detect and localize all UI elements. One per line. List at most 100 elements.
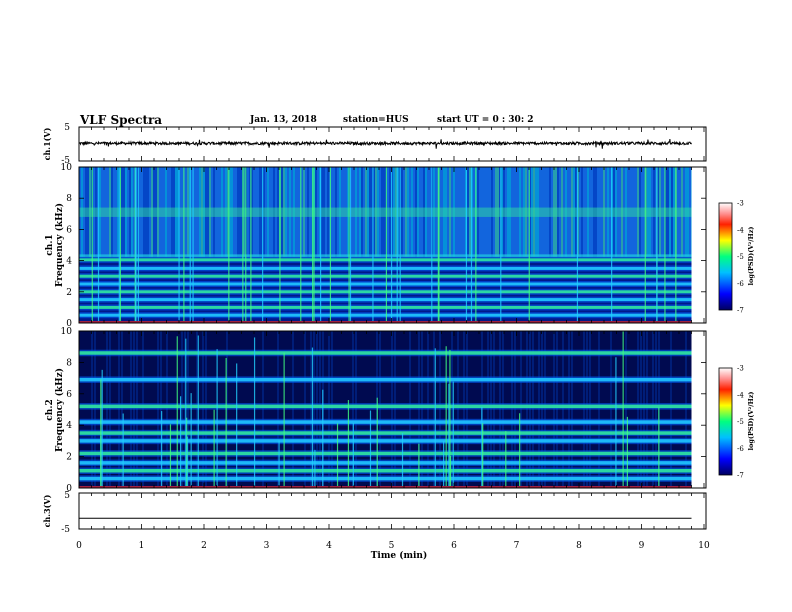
- ch1-colorbar: [718, 202, 733, 311]
- ch2-colorbar: [718, 367, 733, 476]
- spectrogram-band: [79, 404, 692, 409]
- ch1-waveform-ticks: [78, 127, 705, 161]
- sferic-spike: [242, 167, 244, 323]
- sferic-spike: [197, 335, 199, 488]
- ch1-freq-tick: 6: [66, 225, 72, 235]
- sferic-spike: [385, 167, 388, 323]
- sferic-spike: [101, 369, 103, 488]
- ch2-channel-label: ch.2: [45, 399, 55, 420]
- ch1-freq-ticklabels: 0 2 4 6 8 10: [61, 163, 73, 329]
- sferic-spike: [118, 167, 120, 323]
- ch1-waveform-trace: [78, 139, 692, 149]
- sferic-spike: [253, 337, 256, 488]
- spectrogram-band: [79, 476, 692, 481]
- ch2-colorbar-tick: -5: [737, 418, 744, 426]
- spectrogram-band: [79, 313, 692, 317]
- sferic-spike: [312, 167, 314, 323]
- ch2-colorbar-label: log(PSD)(V²/Hz): [747, 392, 755, 451]
- ch2-freq-tick: 2: [66, 453, 72, 463]
- sferic-spike: [97, 167, 100, 323]
- ch2-freq-tick: 10: [61, 327, 73, 337]
- sferic-spike: [376, 397, 378, 488]
- sferic-spike: [183, 167, 185, 323]
- ch3-ytick-bottom: -5: [61, 525, 70, 535]
- sferic-spike: [505, 431, 507, 488]
- sferic-spike: [449, 349, 451, 488]
- spectrogram-band: [79, 377, 692, 382]
- ch2-colorbar-tick: -3: [737, 365, 744, 373]
- sferic-spike: [161, 411, 163, 488]
- chart-title: VLF Spectra: [80, 113, 163, 127]
- sferic-spike: [176, 336, 178, 488]
- sferic-spike: [311, 347, 314, 488]
- spectrogram-band: [79, 420, 692, 424]
- sferic-spike: [119, 167, 122, 323]
- sferic-spike: [675, 167, 677, 323]
- ch1-colorbar-tick: -7: [737, 307, 744, 315]
- ch2-colorbar-tick: -4: [737, 391, 744, 399]
- spectrogram-floor: [79, 321, 692, 323]
- ch3-waveform-ticks: [78, 493, 705, 529]
- ch2-freq-tick: 6: [66, 390, 72, 400]
- sferic-spike: [418, 443, 420, 488]
- ch1-freq-tick: 0: [66, 319, 72, 329]
- sferic-spike: [186, 436, 188, 488]
- ch1-freq-tick: 10: [61, 163, 73, 173]
- ch2-colorbar-tick: -6: [737, 445, 744, 453]
- spectrogram-band: [79, 254, 692, 258]
- start-time-label: start UT = 0 : 30: 2: [437, 115, 534, 125]
- ch1-freq-tick: 2: [66, 288, 72, 298]
- sferic-spike: [329, 167, 332, 323]
- sferic-spike: [437, 167, 439, 323]
- sferic-spike: [576, 167, 579, 323]
- sferic-spike: [528, 167, 530, 323]
- sferic-spike: [470, 167, 473, 323]
- sferic-spike: [452, 381, 454, 488]
- ch1-colorbar-label: log(PSD)(V²/Hz): [747, 227, 755, 286]
- sferic-spike: [178, 167, 180, 323]
- ch2-freq-tick: 8: [66, 358, 72, 368]
- spectrogram-band: [79, 439, 692, 443]
- sferic-spike: [482, 423, 484, 488]
- sferic-spike: [434, 348, 436, 488]
- ch2-colorbar-tick: -7: [737, 472, 744, 480]
- sferic-spike: [135, 167, 137, 323]
- sferic-spike: [250, 167, 252, 323]
- sferic-spike: [122, 413, 124, 488]
- sferic-spike: [322, 389, 324, 488]
- sferic-spike: [278, 440, 280, 488]
- sferic-spike: [169, 424, 172, 488]
- sferic-spike: [314, 449, 316, 488]
- ch1-waveform-panel: 5 -5 ch.1(V): [42, 123, 707, 166]
- sferic-spike: [185, 338, 187, 488]
- ch1-freq-tick: 4: [66, 257, 72, 267]
- time-xlabel: Time (min): [371, 550, 428, 561]
- sferic-spike: [336, 423, 339, 488]
- time-tick: 10: [698, 541, 710, 551]
- spectrogram-band: [79, 266, 692, 270]
- sferic-spike: [449, 455, 452, 488]
- ch2-spectrogram-image: [79, 331, 706, 488]
- ch1-spectrogram-image: [79, 167, 706, 323]
- ch1-ylabel: ch.1(V): [42, 127, 52, 160]
- ch2-spectrogram-ticks: [78, 330, 706, 489]
- sferic-spike: [319, 167, 322, 323]
- time-tick: 2: [201, 541, 207, 551]
- ch1-colorbar-tick: -5: [737, 253, 744, 261]
- sferic-spike: [615, 357, 617, 488]
- sferic-spike: [186, 417, 188, 488]
- sferic-spike: [228, 167, 230, 323]
- sferic-spike: [664, 167, 666, 323]
- sferic-spike: [189, 167, 191, 323]
- spectrogram-band: [79, 305, 692, 309]
- sferic-spike: [475, 167, 477, 323]
- time-tick: 4: [326, 541, 332, 551]
- sferic-spike: [100, 379, 102, 488]
- sferic-spike: [481, 406, 483, 488]
- spectrogram-floor: [79, 486, 692, 488]
- sferic-spike: [443, 441, 445, 488]
- time-tick: 8: [576, 541, 582, 551]
- ch1-colorbar-ticks: -3 -4 -5 -6 -7: [737, 200, 744, 315]
- ch2-freq-tick: 4: [66, 421, 72, 431]
